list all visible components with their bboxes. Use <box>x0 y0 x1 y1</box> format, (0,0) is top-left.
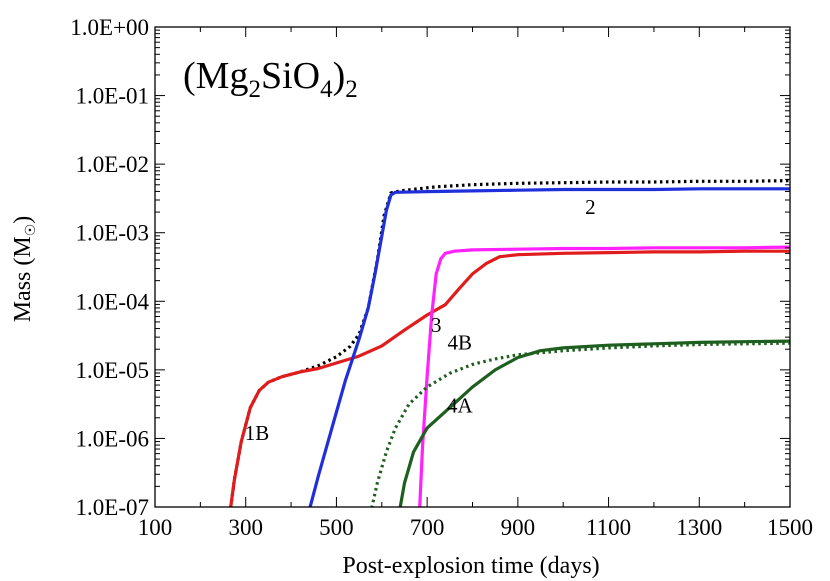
title-close: ) <box>333 55 346 97</box>
title-sub3: 2 <box>345 76 358 103</box>
x-tick-label: 1500 <box>767 515 813 540</box>
y-tick-label: 1.0E-01 <box>76 84 149 109</box>
series-line-4a <box>398 339 790 507</box>
y-tick-label: 1.0E-03 <box>76 221 149 246</box>
plot-frame <box>154 26 791 508</box>
y-axis-title: Mass (M☉) <box>10 216 39 323</box>
x-tick-label: 100 <box>138 515 173 540</box>
y-axis-title-main: Mass (M <box>10 236 36 322</box>
x-axis-title: Post-explosion time (days) <box>342 553 599 579</box>
series-line-1b <box>229 249 790 507</box>
curve-label-1b: 1B <box>245 421 270 445</box>
y-tick-label: 1.0E-07 <box>76 495 149 520</box>
title-mid: SiO <box>261 55 320 97</box>
x-tick-label: 1300 <box>676 515 722 540</box>
x-tick-label: 700 <box>410 515 445 540</box>
curve-label-4a: 4A <box>447 393 474 417</box>
title-sub1: 2 <box>248 76 261 103</box>
series-line-3 <box>418 245 790 507</box>
series-line-1b-dotted <box>229 179 790 507</box>
labels-layer: 100 300 500 700 900 1100 1300 1500 1.0E+00 1.0E-0… <box>70 15 813 540</box>
y-axis-title-sub: ☉ <box>24 224 39 237</box>
title-sub2: 4 <box>320 76 333 103</box>
chart-title: (Mg2SiO4)2 <box>183 55 358 103</box>
y-tick-label: 1.0E-02 <box>76 152 149 177</box>
series-line-2 <box>308 187 790 507</box>
y-tick-label: 1.0E+00 <box>70 15 149 40</box>
curves-layer <box>229 179 790 507</box>
title-base: (Mg <box>183 55 248 97</box>
x-tick-label: 300 <box>228 515 263 540</box>
x-tick-label: 1100 <box>586 515 631 540</box>
series-line-4b <box>370 341 790 507</box>
y-axis-title-close: ) <box>10 216 36 224</box>
y-tick-label: 1.0E-04 <box>76 289 150 314</box>
y-tick-label: 1.0E-05 <box>76 358 149 383</box>
y-tick-label: 1.0E-06 <box>76 426 149 451</box>
curve-label-2: 2 <box>585 195 596 219</box>
curve-label-3: 3 <box>431 313 442 337</box>
curve-label-4b: 4B <box>448 330 473 354</box>
x-tick-label: 500 <box>319 515 354 540</box>
x-tick-label: 900 <box>501 515 536 540</box>
